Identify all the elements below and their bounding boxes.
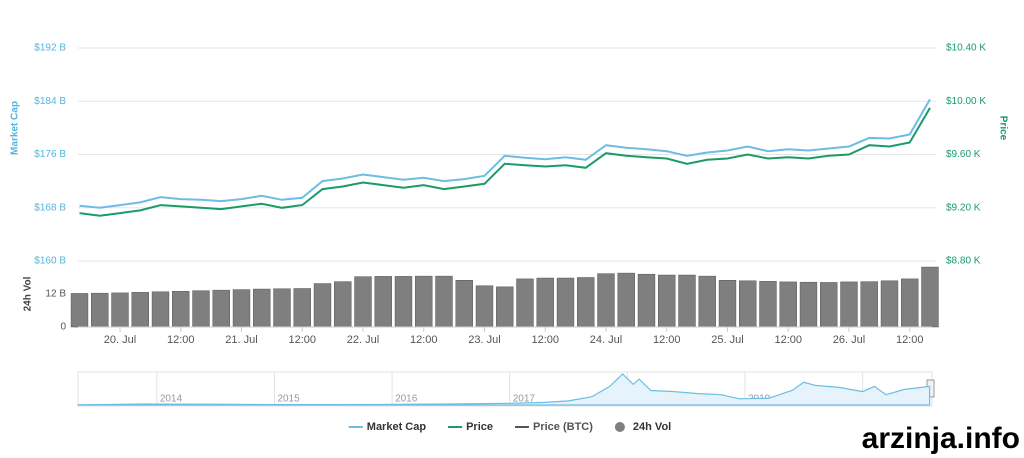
volume-bar: [415, 275, 433, 328]
navigator-area: [77, 373, 931, 406]
volume-bar: [151, 291, 170, 328]
watermark: arzinja.info: [862, 422, 1020, 455]
volume-bar: [901, 278, 919, 328]
volume-bar: [840, 281, 858, 328]
x-tick-label: 12:00: [167, 334, 195, 346]
volume-bar: [799, 281, 818, 328]
x-tick-label: 24. Jul: [590, 334, 622, 346]
x-tick-label: 23. Jul: [468, 334, 500, 346]
y2-tick-label: $8.80 K: [946, 256, 981, 267]
volume-bar: [637, 273, 656, 328]
volume-bar: [212, 289, 230, 328]
y-tick-label: $168 B: [34, 202, 66, 213]
volume-bar: [678, 274, 696, 328]
volume-bar: [253, 288, 271, 328]
volume-bar: [658, 274, 676, 328]
series-line: [79, 107, 931, 217]
y2-tick-label: $9.60 K: [946, 149, 981, 160]
volume-bar: [516, 278, 534, 328]
volume-bar: [232, 289, 251, 328]
volume-bar: [921, 266, 939, 328]
legend-label[interactable]: Price (BTC): [533, 421, 593, 433]
volume-bar: [496, 286, 514, 328]
volume-bar: [91, 292, 109, 328]
volume-bar: [131, 292, 149, 328]
volume-bar: [880, 280, 899, 328]
navigator-label: 2015: [277, 394, 300, 405]
navigator-label: 2016: [395, 394, 418, 405]
volume-bar: [313, 283, 332, 328]
volume-bar: [860, 281, 878, 328]
x-tick-label: 12:00: [410, 334, 438, 346]
volume-bar: [597, 273, 615, 328]
y-tick-label: $160 B: [34, 256, 66, 267]
volume-bar: [273, 288, 291, 328]
y2-axis-title: Price: [997, 116, 1008, 141]
volume-bar: [739, 280, 757, 328]
y2-tick-label: $10.00 K: [946, 96, 986, 107]
volume-bar: [354, 276, 372, 328]
volume-bar: [192, 290, 210, 328]
volume-bar: [556, 277, 575, 328]
legend-marker: [614, 422, 625, 432]
y2-tick-label: $10.40 K: [946, 43, 986, 54]
series-line: [79, 98, 931, 209]
x-tick-label: 12:00: [531, 334, 559, 346]
volume-bar: [577, 277, 595, 328]
volume-bar: [334, 281, 352, 328]
navigator-label: 2017: [513, 394, 536, 405]
volume-bar: [435, 275, 453, 328]
volume-bar: [475, 285, 494, 328]
navigator-label: 2014: [160, 394, 183, 405]
x-tick-label: 26. Jul: [833, 334, 865, 346]
y-tick-label: $192 B: [34, 43, 66, 54]
volume-bar: [394, 276, 413, 328]
legend-label[interactable]: 24h Vol: [633, 421, 671, 433]
volume-bar: [293, 288, 311, 328]
y-tick-label: $184 B: [34, 96, 66, 107]
volume-bar: [536, 277, 554, 328]
volume-bar: [111, 292, 129, 328]
volume-bar: [759, 281, 777, 328]
y-axis-title: Market Cap: [10, 101, 21, 155]
legend-label[interactable]: Price: [466, 421, 493, 433]
volume-tick-label: 0: [60, 322, 66, 333]
volume-bar: [698, 275, 716, 328]
x-tick-label: 22. Jul: [347, 334, 379, 346]
x-tick-label: 25. Jul: [711, 334, 743, 346]
volume-bar: [374, 276, 392, 328]
volume-bar: [172, 291, 190, 328]
x-tick-label: 12:00: [653, 334, 681, 346]
volume-axis-title: 24h Vol: [23, 276, 34, 311]
volume-bar: [70, 293, 89, 328]
x-tick-label: 21. Jul: [225, 334, 257, 346]
volume-bar: [718, 280, 737, 328]
x-tick-label: 12:00: [774, 334, 802, 346]
volume-bar: [779, 281, 797, 328]
y2-tick-label: $9.20 K: [946, 202, 981, 213]
volume-bar: [617, 272, 635, 328]
x-tick-label: 12:00: [288, 334, 316, 346]
volume-bar: [455, 280, 473, 328]
x-tick-label: 12:00: [896, 334, 924, 346]
volume-bar: [820, 282, 838, 328]
x-tick-label: 20. Jul: [104, 334, 136, 346]
legend-label[interactable]: Market Cap: [367, 421, 427, 433]
y-tick-label: $176 B: [34, 149, 66, 160]
volume-tick-label: 12 B: [45, 289, 66, 300]
